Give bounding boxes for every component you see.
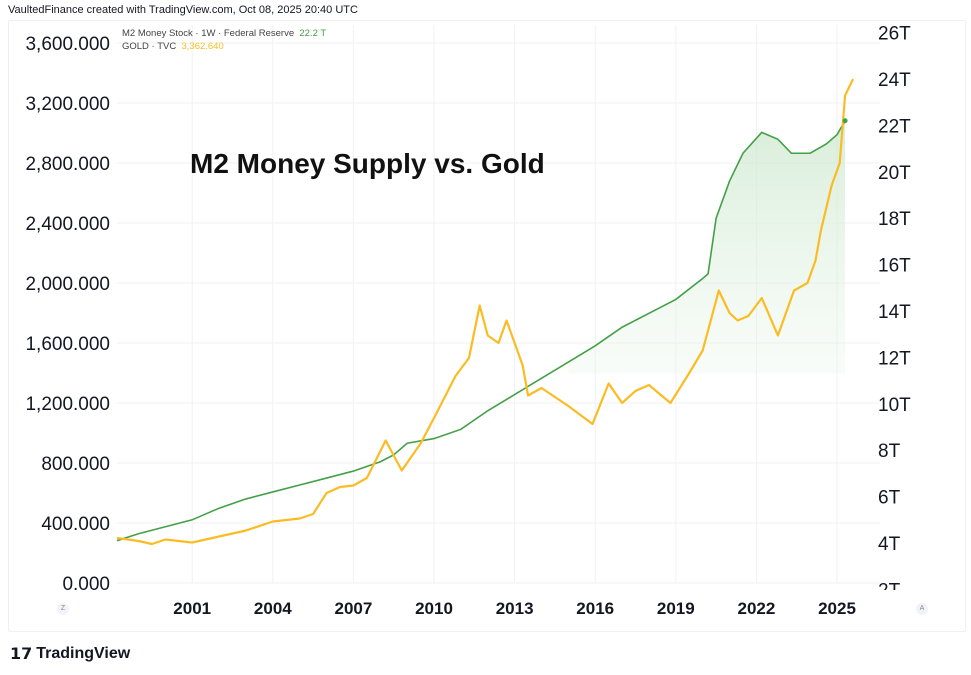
chart-credit: VaultedFinance created with TradingView.…: [8, 4, 358, 16]
legend-gold-value: 3,362.640: [181, 41, 224, 52]
chart-panel: [8, 20, 966, 632]
right-axis-tick-label: 16T: [878, 256, 911, 277]
x-tick-label: 2013: [496, 599, 534, 618]
right-axis-tick-label: 26T: [878, 24, 911, 45]
tradingview-logo-icon: 𝟭𝟳: [10, 646, 33, 663]
legend-gold[interactable]: GOLD · TVC 3,362.640: [122, 41, 224, 52]
m2-area-fill: [568, 120, 846, 374]
tradingview-logo[interactable]: 𝟭𝟳 TradingView: [10, 645, 131, 663]
left-axis-tick-label: 1,600.000: [25, 334, 110, 355]
left-axis-tick-label: 2,400.000: [25, 214, 110, 235]
right-axis-tick-label: 8T: [878, 441, 901, 462]
left-axis-tick-label: 0.000: [62, 574, 110, 595]
x-tick-label: 2007: [335, 599, 373, 618]
x-tick-label: 2022: [738, 599, 776, 618]
legend-m2-value: 22.2 T: [299, 28, 327, 39]
m2-last-point: [842, 118, 848, 124]
auto-scale-button[interactable]: A: [916, 603, 928, 615]
right-axis-tick-label: 14T: [878, 302, 911, 323]
m2-line: [116, 120, 846, 542]
gold-line: [116, 78, 855, 546]
legend: M2 Money Stock · 1W · Federal Reserve 22…: [122, 27, 326, 53]
x-tick-label: 2010: [415, 599, 453, 618]
x-tick-label: 2004: [254, 599, 292, 618]
chart-title: M2 Money Supply vs. Gold: [190, 148, 545, 179]
left-axis-tick-label: 400.000: [41, 514, 110, 535]
right-axis-tick-label: 10T: [878, 395, 911, 416]
right-axis-tick-label: 24T: [878, 70, 911, 91]
x-tick-label: 2016: [576, 599, 614, 618]
right-axis-tick-label: 4T: [878, 534, 901, 555]
legend-m2[interactable]: M2 Money Stock · 1W · Federal Reserve 22…: [122, 28, 327, 39]
right-axis-tick-label: 20T: [878, 163, 911, 184]
left-axis-tick-label: 1,200.000: [25, 394, 110, 415]
x-tick-label: 2001: [173, 599, 211, 618]
x-tick-label: 2025: [818, 599, 856, 618]
right-axis-tick-label: 12T: [878, 348, 911, 369]
right-axis-tick-label: 18T: [878, 209, 911, 230]
right-axis-tick-label: 6T: [878, 488, 901, 509]
left-axis-tick-label: 2,800.000: [25, 154, 110, 175]
left-axis-tick-label: 3,200.000: [25, 94, 110, 115]
log-scale-button[interactable]: Z: [57, 603, 69, 615]
x-tick-label: 2019: [657, 599, 695, 618]
left-axis-tick-label: 2,000.000: [25, 274, 110, 295]
left-axis-tick-label: 3,600.000: [25, 34, 110, 55]
left-axis-tick-label: 800.000: [41, 454, 110, 475]
right-axis-tick-label: 22T: [878, 116, 911, 137]
